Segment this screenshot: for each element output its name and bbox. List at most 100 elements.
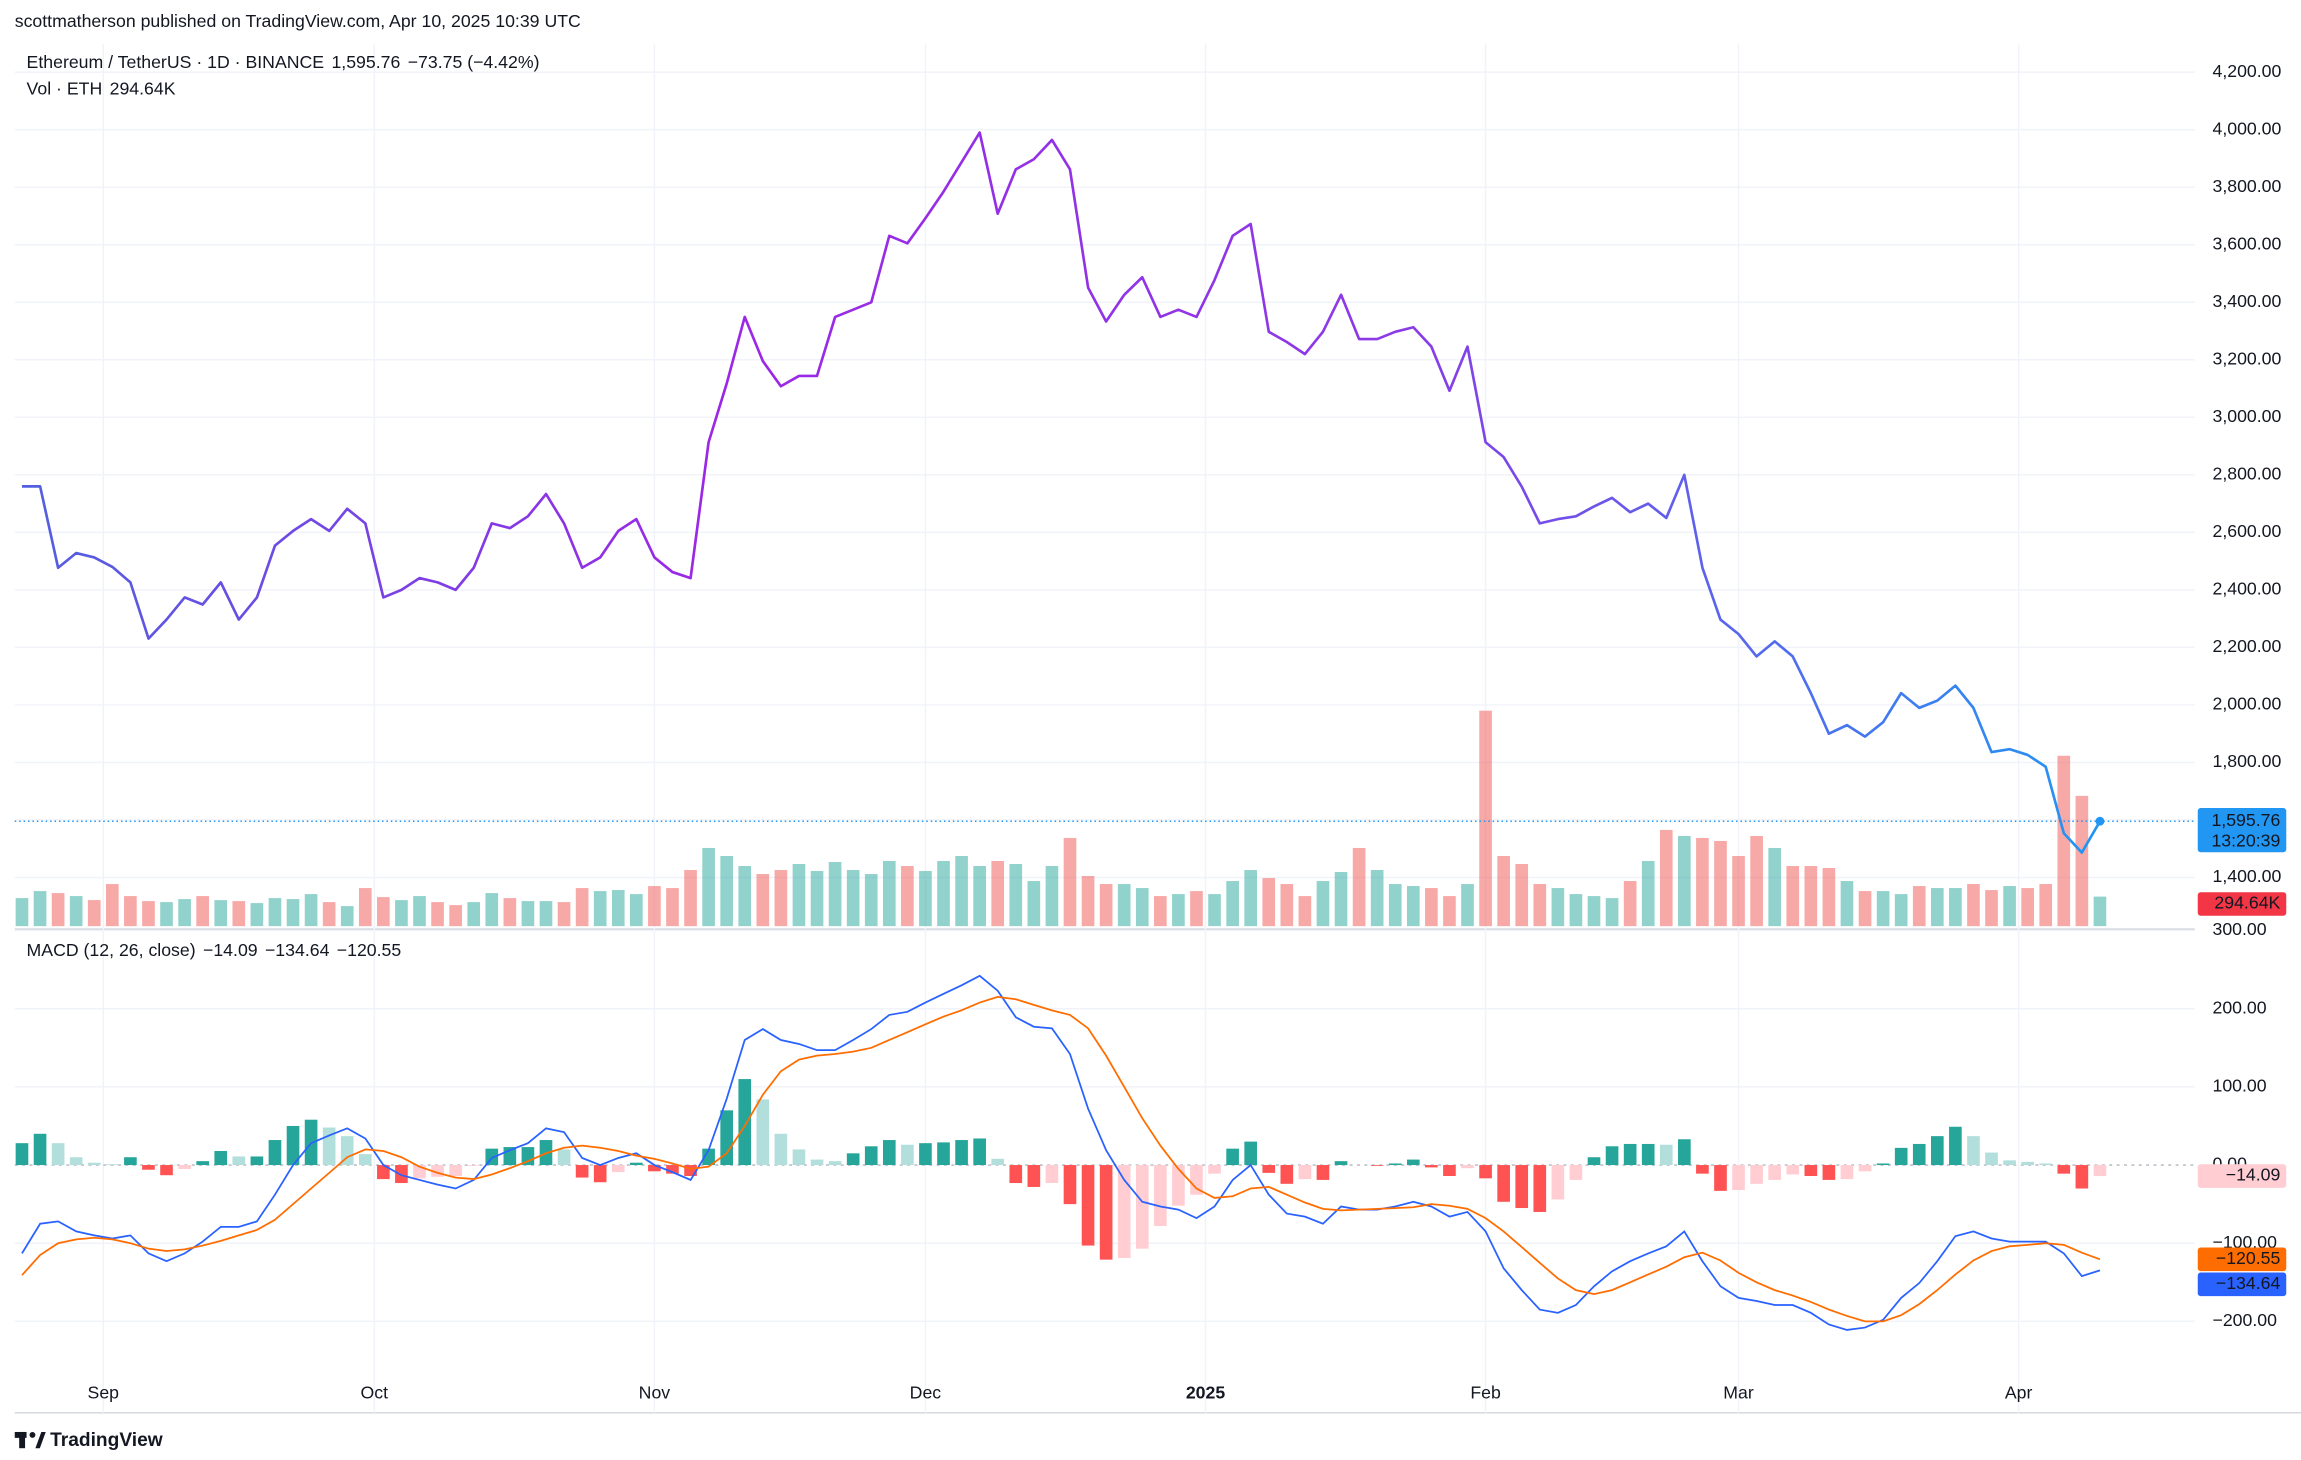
histogram-bar: [15, 1143, 29, 1166]
histogram-bar: [720, 1110, 734, 1166]
volume-bar: [124, 896, 137, 927]
volume-bar: [1840, 881, 1854, 927]
y-tick-label: 3,400.00: [2213, 291, 2282, 311]
signal-value: −120.55: [337, 940, 402, 960]
histogram-bar: [1714, 1165, 1727, 1191]
macd-label-box: [2197, 1247, 2287, 1272]
histogram-bar: [1750, 1165, 1763, 1184]
volume-bar: [105, 884, 119, 927]
histogram-bar: [1208, 1165, 1221, 1174]
histogram-bar: [1099, 1165, 1113, 1260]
histogram-bar: [196, 1161, 209, 1166]
volume-label: 294.64K: [2214, 893, 2280, 913]
volume-bar: [1876, 891, 1890, 927]
histogram-bar: [449, 1165, 462, 1176]
volume-bar: [937, 861, 950, 927]
volume-bar: [1750, 835, 1763, 927]
volume-bar: [774, 870, 788, 927]
histogram-bar: [1985, 1152, 1998, 1166]
y-tick-label: 4,000.00: [2213, 118, 2282, 138]
volume-value: 294.64K: [110, 79, 176, 99]
volume-bar: [973, 866, 986, 927]
histogram-bar: [2093, 1165, 2107, 1177]
histogram-bar: [340, 1136, 354, 1166]
y-tick-label: 2,400.00: [2213, 579, 2282, 599]
histogram-value: −14.09: [203, 940, 258, 960]
brand-name[interactable]: TradingView: [50, 1430, 163, 1451]
histogram-bar: [1659, 1144, 1673, 1166]
volume-bar: [1081, 876, 1095, 927]
histogram-bar: [1461, 1165, 1474, 1169]
volume-bar: [1569, 894, 1583, 927]
histogram-bar: [250, 1156, 264, 1166]
y-tick-label: 1,800.00: [2213, 751, 2282, 771]
signal-line: [21, 996, 2101, 1323]
y-tick-label: 3,000.00: [2213, 406, 2282, 426]
histogram-bar: [1117, 1165, 1131, 1259]
y-tick-label: 2,000.00: [2213, 694, 2282, 714]
volume-bar: [413, 896, 426, 927]
x-tick-label: Oct: [361, 1382, 389, 1402]
macd-title: MACD (12, 26, close): [27, 940, 196, 960]
volume-bar: [1280, 884, 1294, 927]
y-tick-label: 3,200.00: [2213, 348, 2282, 368]
histogram-bar: [557, 1149, 571, 1166]
volume-bar: [69, 896, 83, 927]
volume-bar: [2003, 886, 2016, 927]
histogram-bar: [991, 1158, 1005, 1166]
histogram-bar: [51, 1143, 65, 1166]
histogram-bar: [702, 1148, 715, 1166]
volume-bar: [1497, 855, 1510, 927]
volume-bar: [178, 899, 191, 927]
histogram-bar: [377, 1165, 390, 1180]
histogram-bar: [1425, 1165, 1438, 1168]
histogram-bar: [1316, 1165, 1330, 1180]
histogram-bar: [1298, 1165, 1312, 1180]
histogram-bar: [792, 1149, 806, 1166]
histogram-bar: [2039, 1163, 2053, 1166]
volume-bar: [2057, 755, 2071, 927]
y-tick-label: 3,600.00: [2213, 233, 2282, 253]
volume-bar: [286, 899, 300, 927]
volume-bar: [539, 901, 553, 927]
y-tick-label: 2,200.00: [2213, 636, 2282, 656]
histogram-bar: [611, 1165, 625, 1173]
volume-bar: [1533, 884, 1547, 927]
histogram-bar: [160, 1165, 173, 1176]
histogram-bar: [431, 1165, 444, 1177]
histogram-bar: [358, 1154, 372, 1166]
histogram-bar: [1154, 1165, 1167, 1227]
histogram-bar: [1876, 1163, 1890, 1166]
volume-bar: [1262, 878, 1276, 927]
volume-bar: [304, 894, 318, 927]
histogram-bar: [919, 1143, 932, 1166]
logo-part: [19, 1431, 26, 1449]
histogram-bar: [286, 1125, 300, 1166]
volume-bar: [1208, 894, 1221, 927]
volume-bar: [1334, 872, 1348, 927]
volume-bar: [1894, 894, 1908, 927]
histogram-bar: [1334, 1161, 1348, 1166]
histogram-bar: [1009, 1165, 1023, 1184]
volume-bar: [2075, 795, 2089, 927]
volume-bar: [2093, 896, 2107, 927]
histogram-bar: [937, 1142, 950, 1166]
histogram-bar: [1858, 1165, 1872, 1172]
price-change: −73.75 (−4.42%): [408, 52, 540, 72]
macd-value: −134.64: [265, 940, 330, 960]
volume-bar: [1714, 840, 1727, 927]
histogram-bar: [738, 1079, 752, 1166]
histogram-bar: [1822, 1165, 1836, 1180]
volume-bar: [1551, 888, 1565, 927]
histogram-bar: [630, 1162, 643, 1166]
volume-bar: [1605, 898, 1619, 927]
volume-bar: [1858, 891, 1872, 927]
histogram-bar: [1045, 1165, 1059, 1184]
histogram-bar: [268, 1140, 282, 1166]
histogram-bar: [864, 1146, 878, 1166]
histogram-bar: [1406, 1159, 1420, 1166]
volume-bar: [630, 894, 643, 927]
histogram-bar: [1569, 1165, 1583, 1180]
